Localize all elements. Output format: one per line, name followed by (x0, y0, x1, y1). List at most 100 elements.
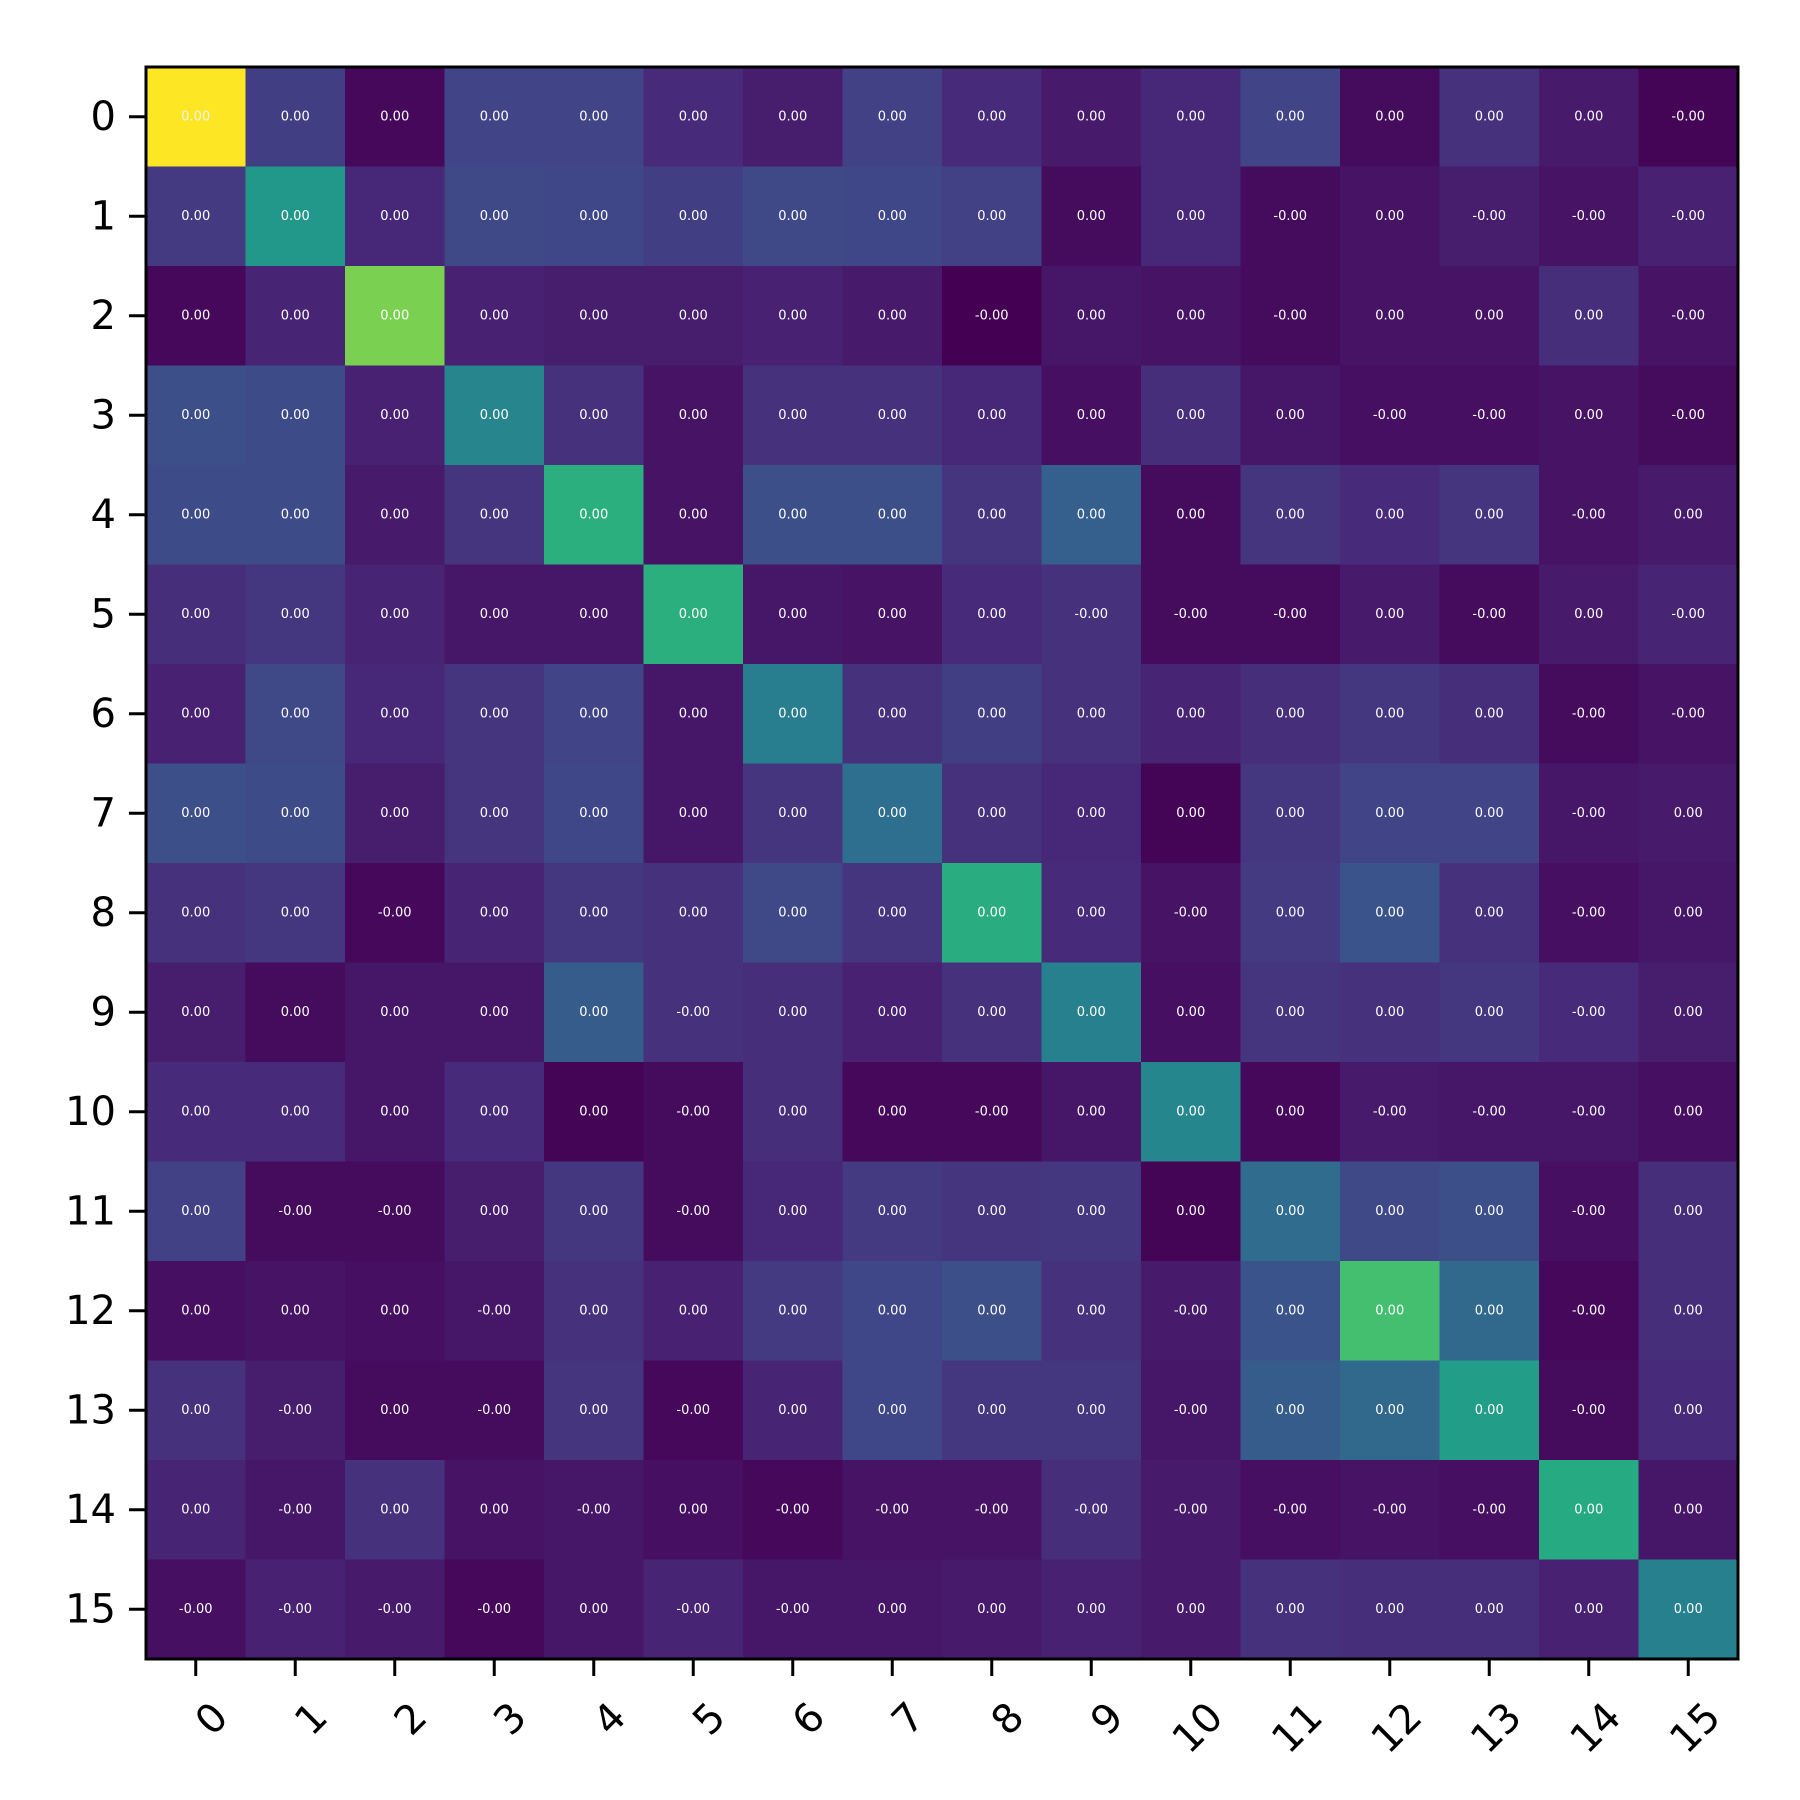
heatmap-cell-r14-c14 (1539, 1460, 1640, 1561)
heatmap-cell-r3-c7 (842, 365, 943, 466)
heatmap-cell-r3-c9 (1041, 365, 1142, 466)
cell-value-label: 0.00 (1674, 507, 1703, 522)
cell-value-label: 0.00 (181, 806, 210, 821)
heatmap-cell-r5-c5 (643, 564, 744, 665)
cell-value-label: 0.00 (1176, 308, 1205, 323)
heatmap-cell-r11-c10 (1141, 1161, 1242, 1262)
cell-value-label: -0.00 (1572, 1204, 1606, 1219)
cell-value-label: -0.00 (278, 1502, 312, 1517)
cell-value-label: 0.00 (281, 1303, 310, 1318)
cell-value-label: 0.00 (878, 1204, 907, 1219)
cell-value-label: 0.00 (878, 806, 907, 821)
heatmap-cell-r4-c4 (544, 465, 645, 566)
cell-value-label: 0.00 (579, 706, 608, 721)
heatmap-cell-r15-c12 (1340, 1559, 1441, 1660)
cell-value-label: 0.00 (878, 1104, 907, 1119)
cell-value-label: 0.00 (1375, 1602, 1404, 1617)
cell-value-label: -0.00 (1671, 209, 1705, 224)
heatmap-cell-r0-c8 (942, 67, 1043, 168)
cell-value-label: 0.00 (778, 1104, 807, 1119)
heatmap-cell-r2-c4 (544, 266, 645, 367)
cell-value-label: 0.00 (181, 706, 210, 721)
cell-value-label: 0.00 (1674, 1502, 1703, 1517)
cell-value-label: 0.00 (977, 1005, 1006, 1020)
cell-value-label: 0.00 (579, 1303, 608, 1318)
cell-value-label: 0.00 (1077, 1403, 1106, 1418)
heatmap-cell-r0-c6 (743, 67, 844, 168)
heatmap-cell-r0-c3 (444, 67, 545, 168)
heatmap-cell-r13-c5 (643, 1360, 744, 1461)
cell-value-label: 0.00 (480, 109, 509, 124)
cell-value-label: -0.00 (776, 1502, 810, 1517)
heatmap-cell-r15-c2 (345, 1559, 446, 1660)
heatmap-cell-r14-c11 (1240, 1460, 1341, 1561)
y-tick-label: 2 (91, 293, 116, 339)
heatmap-cell-r1-c3 (444, 166, 545, 267)
cell-value-label: 0.00 (977, 109, 1006, 124)
cell-value-label: -0.00 (1472, 408, 1506, 423)
heatmap-cell-r7-c5 (643, 763, 744, 864)
heatmap-cell-r15-c5 (643, 1559, 744, 1660)
heatmap-cell-r8-c8 (942, 863, 1043, 964)
cell-value-label: 0.00 (1475, 1005, 1504, 1020)
heatmap-cell-r7-c14 (1539, 763, 1640, 864)
cell-value-label: -0.00 (477, 1403, 511, 1418)
cell-value-label: 0.00 (1276, 1602, 1305, 1617)
heatmap-cell-r7-c15 (1638, 763, 1739, 864)
cell-value-label: -0.00 (1373, 408, 1407, 423)
heatmap-cell-r12-c2 (345, 1261, 446, 1362)
cell-value-label: -0.00 (975, 1502, 1009, 1517)
heatmap-cell-r5-c10 (1141, 564, 1242, 665)
cell-value-label: 0.00 (1077, 1104, 1106, 1119)
cell-value-label: 0.00 (579, 806, 608, 821)
heatmap-cell-r6-c2 (345, 664, 446, 765)
cell-value-label: 0.00 (1176, 109, 1205, 124)
cell-value-label: 0.00 (878, 1403, 907, 1418)
heatmap-cell-r10-c1 (245, 1062, 346, 1163)
heatmap-cell-r11-c7 (842, 1161, 943, 1262)
cell-value-label: -0.00 (179, 1602, 213, 1617)
cell-value-label: 0.00 (480, 806, 509, 821)
cell-value-label: 0.00 (1674, 1005, 1703, 1020)
heatmap-cell-r11-c13 (1439, 1161, 1540, 1262)
heatmap-cell-r3-c11 (1240, 365, 1341, 466)
heatmap-cell-r13-c13 (1439, 1360, 1540, 1461)
cell-value-label: 0.00 (1574, 308, 1603, 323)
cell-value-label: 0.00 (1276, 1303, 1305, 1318)
heatmap-cell-r2-c13 (1439, 266, 1540, 367)
heatmap-cell-r14-c6 (743, 1460, 844, 1561)
heatmap-cell-r13-c0 (146, 1360, 247, 1461)
heatmap-cell-r11-c15 (1638, 1161, 1739, 1262)
cell-value-label: -0.00 (278, 1204, 312, 1219)
cell-value-label: -0.00 (1472, 1104, 1506, 1119)
cell-value-label: -0.00 (1572, 507, 1606, 522)
cell-value-label: 0.00 (878, 1602, 907, 1617)
cell-value-label: 0.00 (480, 1104, 509, 1119)
heatmap-cell-r4-c3 (444, 465, 545, 566)
cell-value-label: 0.00 (579, 607, 608, 622)
heatmap-cell-r1-c6 (743, 166, 844, 267)
heatmap-cell-r7-c6 (743, 763, 844, 864)
cell-value-label: -0.00 (477, 1303, 511, 1318)
heatmap-cell-r10-c15 (1638, 1062, 1739, 1163)
heatmap-cell-r10-c3 (444, 1062, 545, 1163)
heatmap-cell-r1-c10 (1141, 166, 1242, 267)
heatmap-cell-r4-c13 (1439, 465, 1540, 566)
y-tick-label: 8 (91, 890, 116, 936)
cell-value-label: -0.00 (577, 1502, 611, 1517)
cell-value-label: 0.00 (181, 1502, 210, 1517)
cell-value-label: 0.00 (1574, 109, 1603, 124)
heatmap-cell-r2-c2 (345, 266, 446, 367)
cell-value-label: 0.00 (1674, 1303, 1703, 1318)
heatmap-cell-r8-c12 (1340, 863, 1441, 964)
cell-value-label: 0.00 (1574, 607, 1603, 622)
cell-value-label: 0.00 (679, 408, 708, 423)
cell-value-label: 0.00 (579, 905, 608, 920)
cell-value-label: -0.00 (1174, 1502, 1208, 1517)
cell-value-label: 0.00 (1077, 1303, 1106, 1318)
cell-value-label: -0.00 (975, 308, 1009, 323)
cell-value-label: 0.00 (1375, 607, 1404, 622)
heatmap-cell-r6-c7 (842, 664, 943, 765)
heatmap-cell-r11-c4 (544, 1161, 645, 1262)
heatmap-cell-r11-c12 (1340, 1161, 1441, 1262)
